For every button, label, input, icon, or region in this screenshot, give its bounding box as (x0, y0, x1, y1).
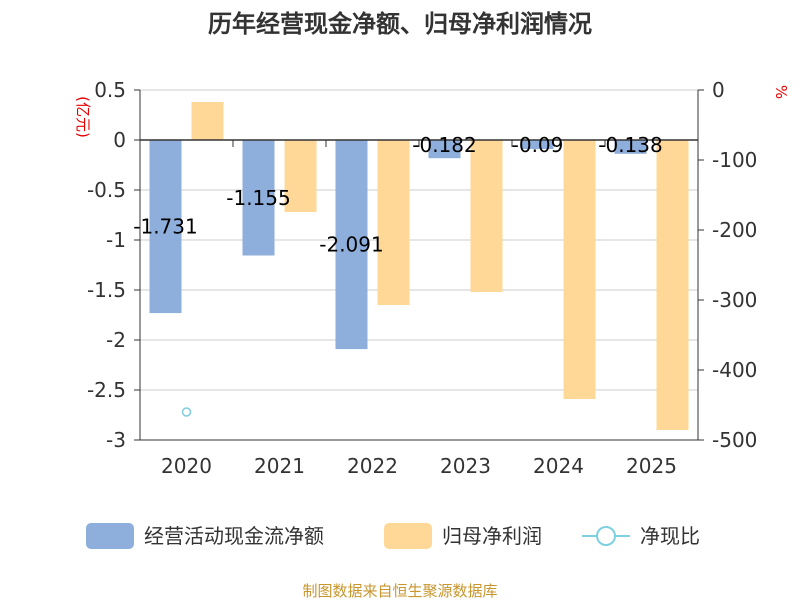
x-tick-label: 2025 (626, 454, 677, 478)
right-tick-label: -300 (712, 288, 757, 312)
left-tick-label: -3 (106, 428, 126, 452)
bar-cashflow (149, 140, 182, 314)
bar-cashflow (242, 140, 275, 256)
legend: 经营活动现金流净额 归母净利润 净现比 (86, 523, 700, 549)
bar-net-profit (656, 140, 689, 430)
legend-label: 经营活动现金流净额 (144, 524, 324, 548)
data-label: -1.155 (226, 186, 290, 210)
data-label: -0.09 (512, 133, 564, 157)
right-tick-label: 0 (712, 78, 725, 102)
data-label: -1.731 (133, 215, 197, 239)
bar-cashflow (521, 140, 554, 149)
right-tick-label: -500 (712, 428, 757, 452)
legend-swatch-icon (384, 523, 432, 549)
x-tick-label: 2021 (254, 454, 305, 478)
x-tick-label: 2023 (440, 454, 491, 478)
bars-group (149, 102, 689, 430)
right-axis-unit: % (772, 85, 790, 99)
scatter-point (181, 407, 192, 417)
right-tick-label: -400 (712, 358, 757, 382)
right-tick-label: -100 (712, 148, 757, 172)
bar-net-profit (284, 140, 317, 212)
axes-group (134, 89, 704, 441)
legend-circle-icon (596, 526, 616, 546)
legend-swatch-icon (86, 523, 134, 549)
left-tick-label: -2.5 (87, 378, 126, 402)
legend-label: 净现比 (640, 524, 700, 548)
bar-cashflow (614, 140, 647, 154)
left-tick-label: -0.5 (87, 178, 126, 202)
bar-net-profit (563, 140, 596, 399)
bar-net-profit (470, 140, 503, 292)
left-tick-label: -1 (106, 228, 126, 252)
data-labels: -1.731 -1.155 -2.091 -0.182 -0.09 -0.138 (133, 133, 662, 257)
left-tick-label: 0.5 (94, 78, 126, 102)
x-tick-label: 2020 (161, 454, 212, 478)
x-tick-label: 2024 (533, 454, 584, 478)
bar-net-profit (191, 102, 224, 140)
data-label: -2.091 (319, 233, 383, 257)
bar-cashflow (335, 140, 368, 350)
data-label: -0.138 (598, 133, 662, 157)
left-tick-label: -2 (106, 328, 126, 352)
bar-cashflow (428, 140, 461, 159)
chart-title: 历年经营现金净额、归母净利润情况 (208, 10, 592, 38)
source-note: 制图数据来自恒生聚源数据库 (302, 582, 497, 600)
x-tick-label: 2022 (347, 454, 398, 478)
bar-net-profit (377, 140, 410, 305)
right-tick-label: -200 (712, 218, 757, 242)
scatter-points (181, 407, 192, 417)
data-label: -0.182 (412, 133, 476, 157)
legend-label: 归母净利润 (442, 524, 542, 548)
left-tick-label: 0 (113, 128, 126, 152)
tick-labels: 0.5 0 -0.5 -1 -1.5 -2 -2.5 -3 0 -100 -200 -300 -400 -… (87, 78, 757, 478)
left-axis-unit: (亿元) (74, 96, 92, 138)
left-tick-label: -1.5 (87, 278, 126, 302)
